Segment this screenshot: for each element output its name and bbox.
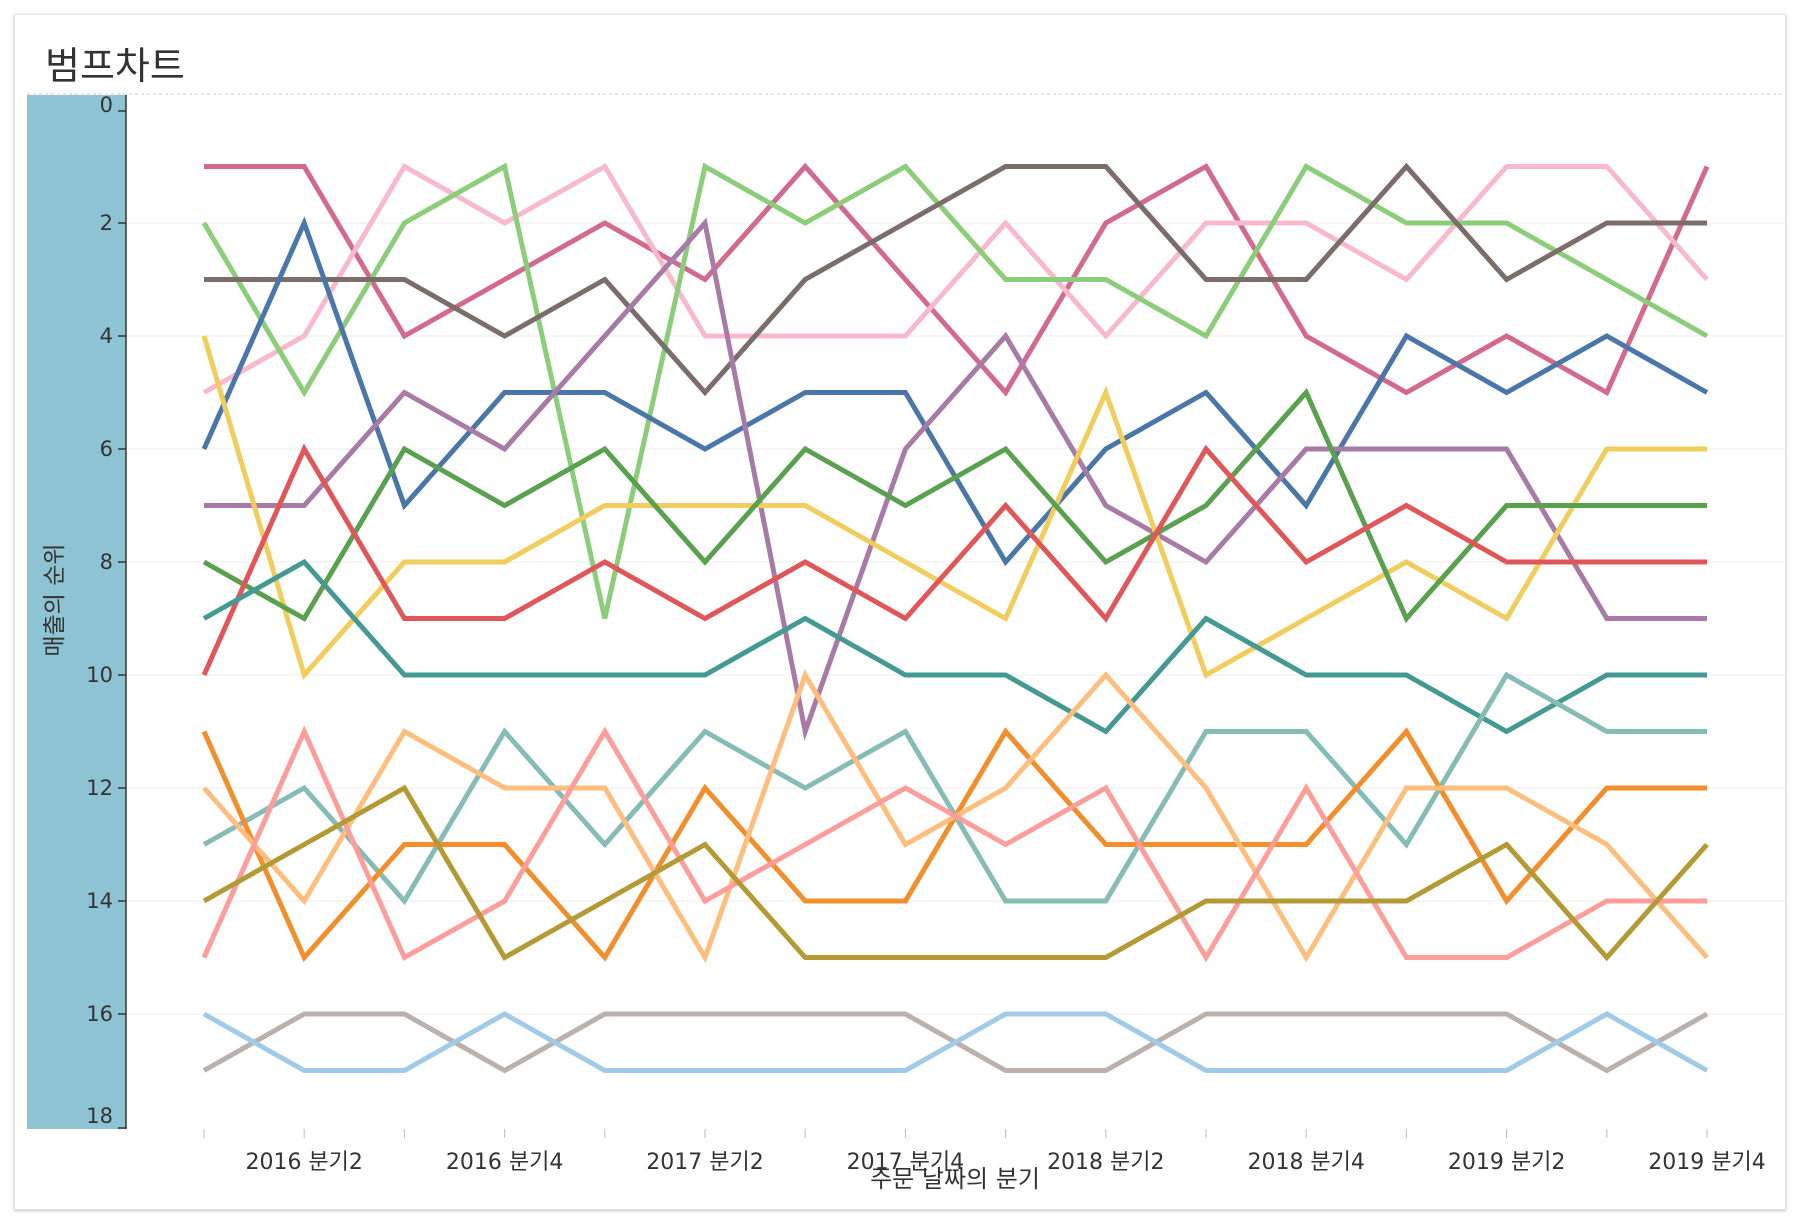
x-tick-label: 2017 분기4 [847,1150,964,1175]
series-line-15 [202,784,1709,962]
y-tick-label: 12 [86,776,113,800]
chart-title: 범프차트 [45,44,185,88]
x-tick-label: 2019 분기4 [1648,1150,1765,1175]
y-tick-label: 4 [100,324,113,348]
x-tick-label: 2016 분기2 [245,1150,362,1175]
y-tick-label: 10 [86,663,113,687]
series-line-9 [201,443,1707,677]
y-tick-label: 2 [100,211,113,235]
y-tick-label: 16 [86,1002,113,1026]
x-tick-label: 2017 분기2 [646,1150,763,1175]
x-axis-title: 주문 날짜의 분기 [870,1165,1040,1193]
series-line-14 [201,725,1707,963]
y-tick-label: 8 [100,550,113,574]
series-line-12 [201,727,1707,963]
x-tick-label: 2018 분기2 [1047,1150,1164,1175]
series-line-6 [204,217,1707,741]
x-tick-label: 2016 분기4 [446,1150,563,1175]
series-line-8 [202,387,1707,624]
series-line-10 [202,558,1707,735]
y-tick-label: 14 [86,889,113,913]
series-line-4 [204,162,1707,397]
series-line-17 [202,1011,1709,1073]
series-line-2 [202,163,1709,395]
x-tick-label: 2018 분기4 [1247,1150,1364,1175]
x-tick-label: 2019 분기2 [1448,1150,1565,1175]
y-axis-band [27,95,126,1129]
y-tick-label: 6 [100,437,113,461]
y-tick-label: 18 [86,1104,113,1128]
y-axis-title: 매출의 순위 [42,543,68,656]
y-tick-label: 0 [100,93,113,117]
series-line-7 [201,335,1707,681]
